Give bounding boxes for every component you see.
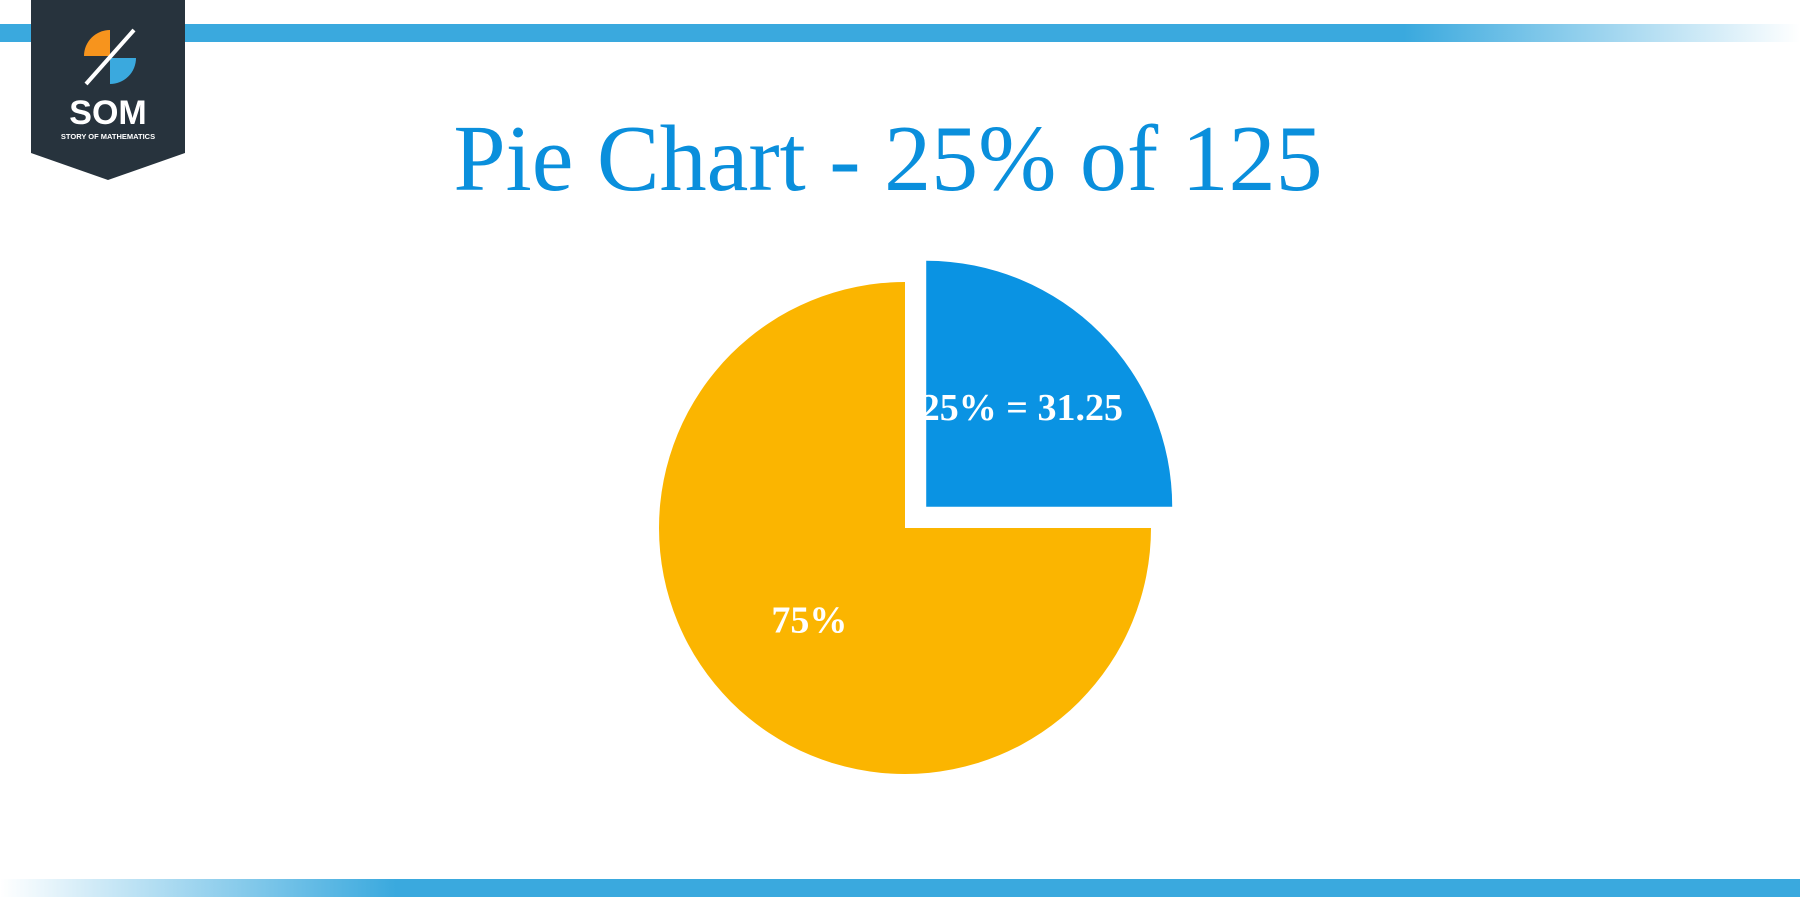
pie-slice (926, 260, 1173, 507)
top-bar (0, 24, 1800, 42)
logo-orange (84, 30, 110, 56)
logo-badge (31, 0, 185, 180)
slice-label: 25% = 31.25 (921, 387, 1123, 429)
logo-stroke (84, 28, 136, 86)
logo-text: SOM (69, 94, 146, 132)
bottom-bar (0, 879, 1800, 897)
logo: SOM STORY OF MATHEMATICS (31, 0, 185, 180)
pie-slice (659, 282, 1151, 774)
logo-blue (110, 58, 136, 84)
logo-tagline: STORY OF MATHEMATICS (61, 132, 155, 141)
slice-label: 75% (771, 599, 847, 641)
chart-title: Pie Chart - 25% of 125 (453, 107, 1322, 211)
